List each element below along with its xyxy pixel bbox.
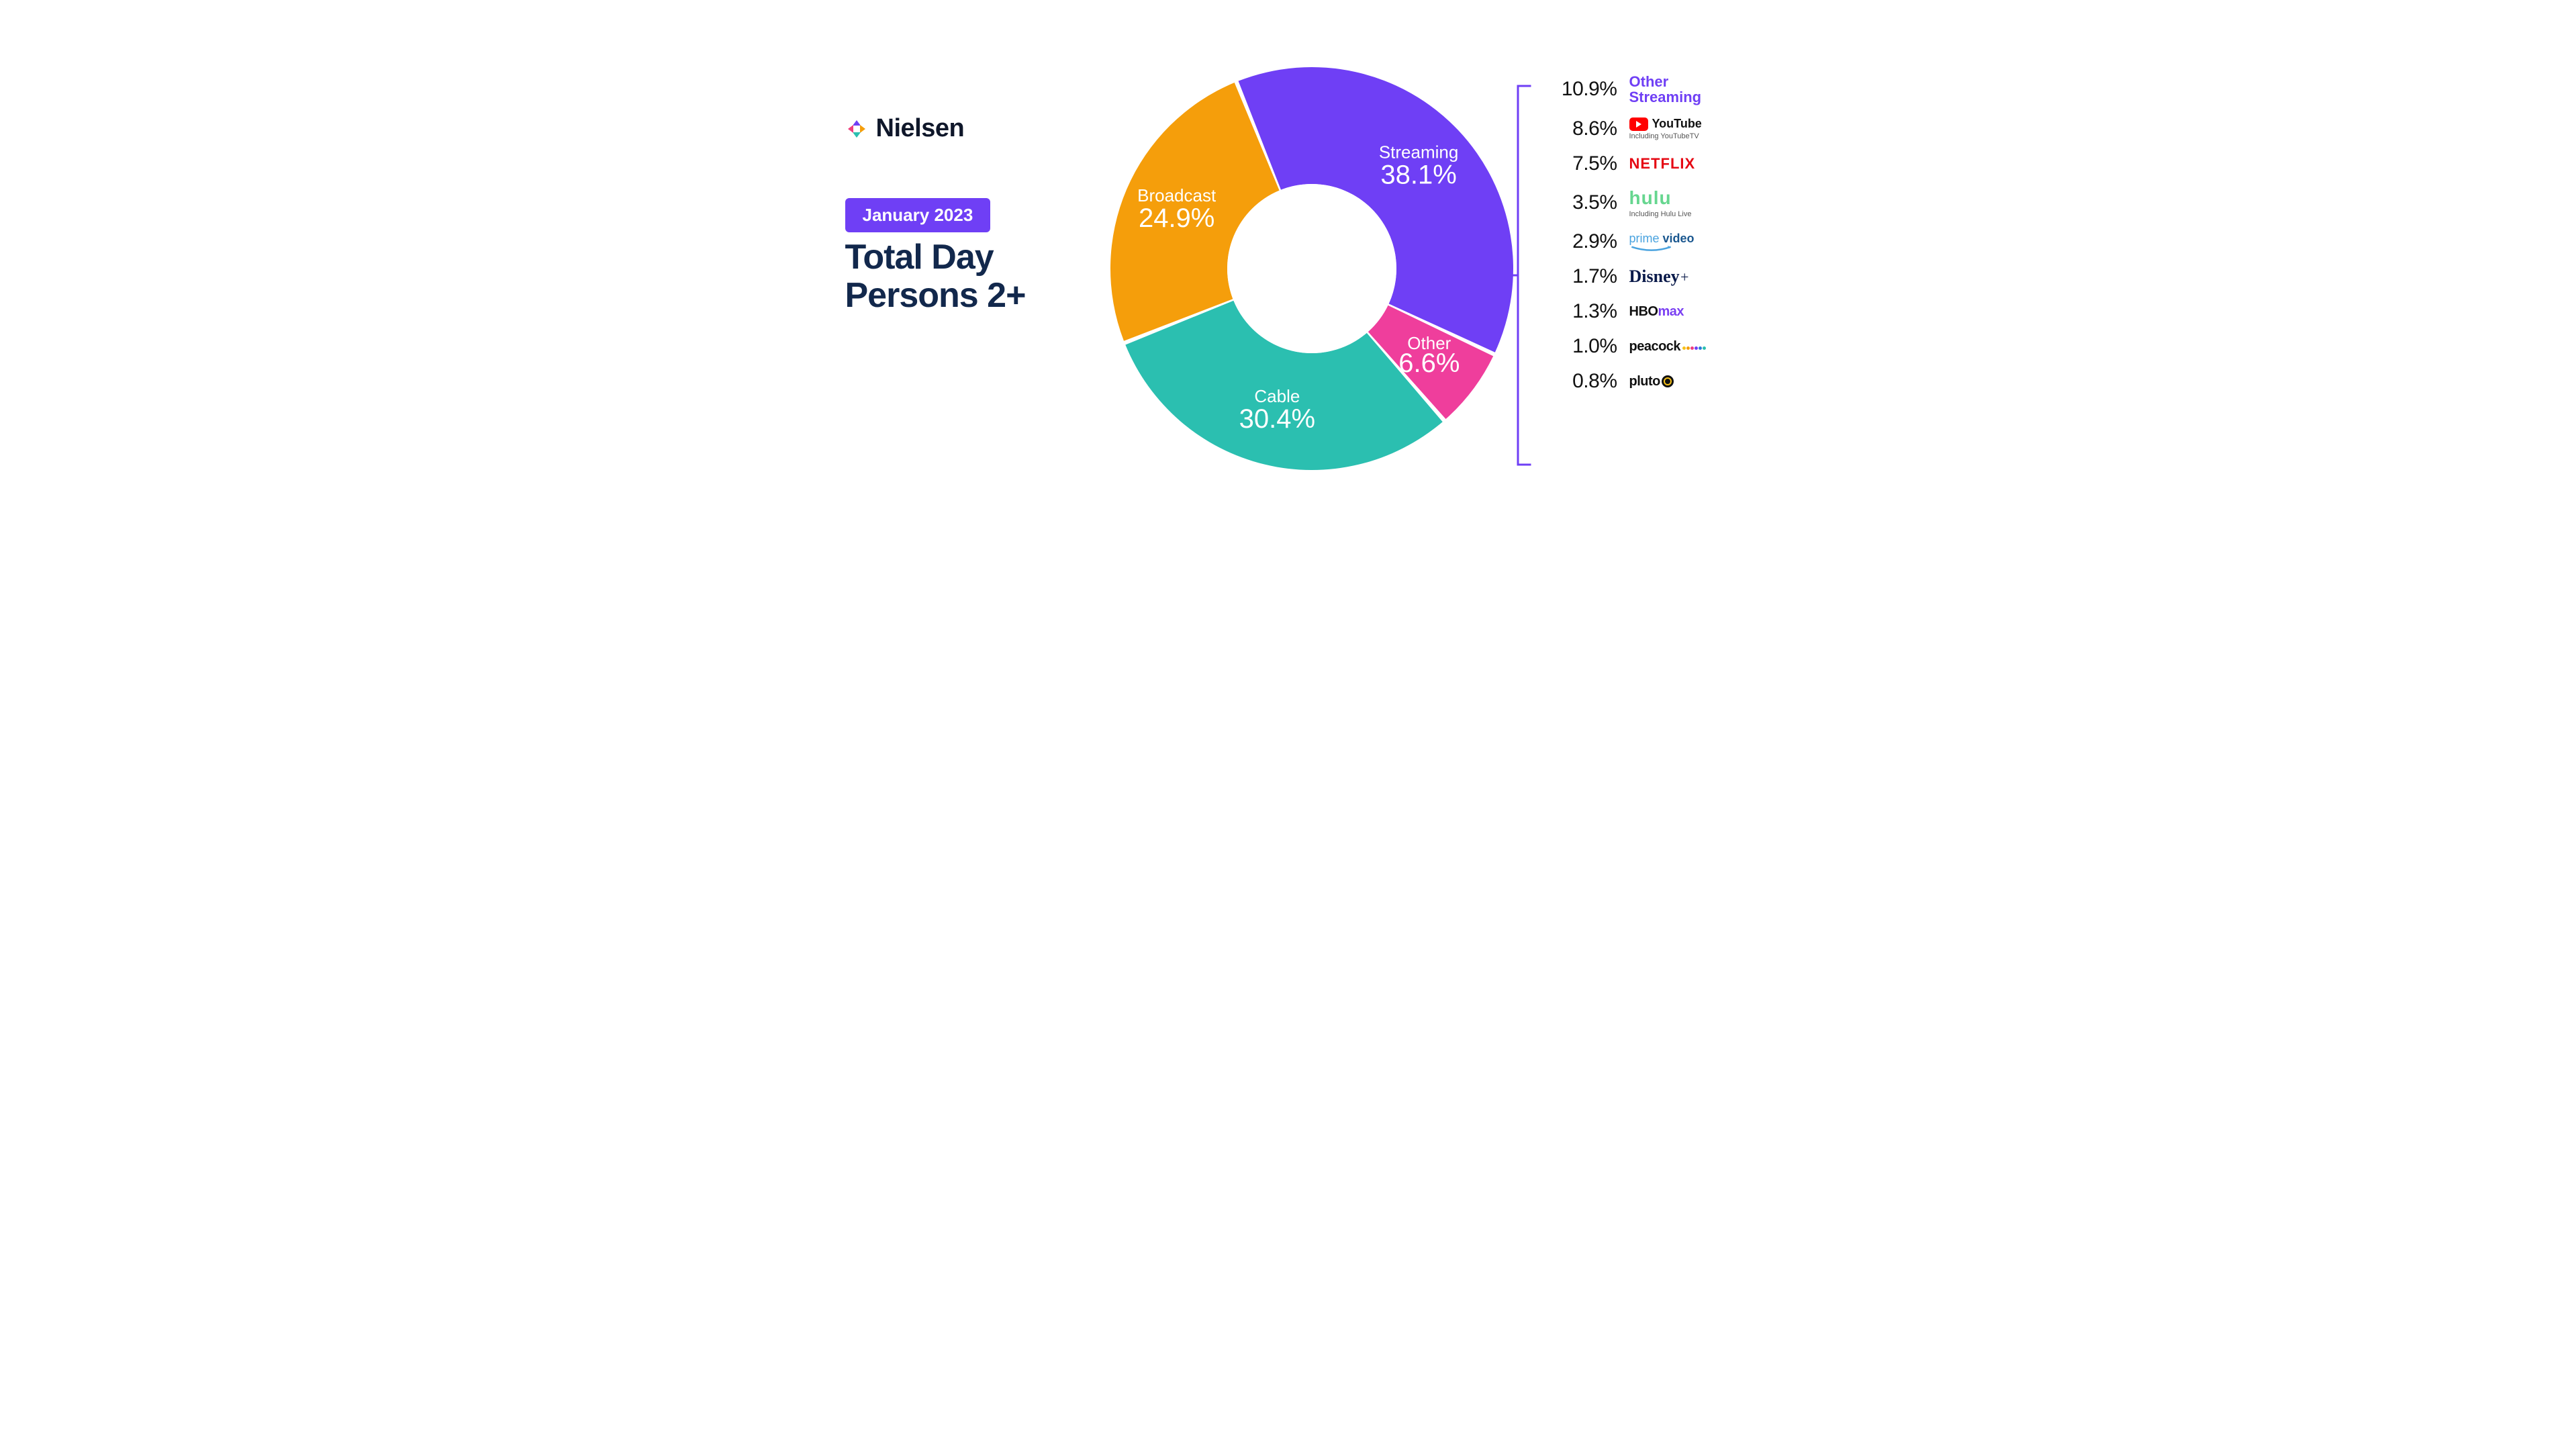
breakdown-sublabel: Including Hulu Live xyxy=(1629,210,1765,218)
breakdown-label-youtube: YouTubeIncluding YouTubeTV xyxy=(1629,117,1765,140)
title-line-1: Total Day xyxy=(845,238,1026,277)
peacock-dots-icon xyxy=(1682,339,1706,354)
breakdown-row-netflix: 7.5%NETFLIX xyxy=(1537,152,1765,175)
breakdown-label-prime: prime video xyxy=(1629,232,1765,252)
donut-label-streaming: Streaming38.1% xyxy=(1378,142,1458,189)
chart-title: Total Day Persons 2+ xyxy=(845,238,1026,315)
breakdown-label-hulu: huluIncluding Hulu Live xyxy=(1629,187,1765,218)
breakdown-row-hulu: 3.5%huluIncluding Hulu Live xyxy=(1537,187,1765,218)
brand-name: Nielsen xyxy=(876,114,965,143)
breakdown-row-other: 10.9%OtherStreaming xyxy=(1537,74,1765,105)
breakdown-pct: 1.3% xyxy=(1537,300,1629,323)
youtube-icon xyxy=(1629,118,1648,131)
service-logo-prime: prime video xyxy=(1629,232,1765,252)
breakdown-label-hbomax: HBOmax xyxy=(1629,304,1765,320)
service-logo-youtube: YouTube xyxy=(1629,117,1765,131)
breakdown-row-peacock: 1.0%peacock xyxy=(1537,335,1765,358)
streaming-bracket xyxy=(1510,81,1537,470)
donut-label-broadcast: Broadcast24.9% xyxy=(1137,185,1217,233)
title-line-2: Persons 2+ xyxy=(845,277,1026,315)
service-logo-disney: Disney+ xyxy=(1629,267,1765,287)
streaming-breakdown: 10.9%OtherStreaming8.6%YouTubeIncluding … xyxy=(1537,74,1765,405)
breakdown-pct: 10.9% xyxy=(1537,78,1629,101)
service-logo-hulu: hulu xyxy=(1629,187,1765,209)
donut-label-other: Other6.6% xyxy=(1398,333,1460,378)
service-logo-peacock: peacock xyxy=(1629,339,1765,355)
nielsen-logo-icon xyxy=(845,118,868,140)
breakdown-pct: 1.7% xyxy=(1537,265,1629,288)
prime-swoosh-icon xyxy=(1629,246,1674,252)
breakdown-row-pluto: 0.8%pluto xyxy=(1537,370,1765,393)
service-logo-hbomax: HBOmax xyxy=(1629,304,1765,320)
breakdown-label-peacock: peacock xyxy=(1629,339,1765,355)
breakdown-sublabel: Including YouTubeTV xyxy=(1629,132,1765,140)
breakdown-pct: 7.5% xyxy=(1537,152,1629,175)
breakdown-row-youtube: 8.6%YouTubeIncluding YouTubeTV xyxy=(1537,117,1765,140)
breakdown-label-disney: Disney+ xyxy=(1629,267,1765,287)
service-logo-other: OtherStreaming xyxy=(1629,74,1765,105)
breakdown-label-pluto: pluto xyxy=(1629,374,1765,389)
brand-block: Nielsen xyxy=(845,114,965,143)
breakdown-pct: 8.6% xyxy=(1537,118,1629,140)
service-logo-pluto: pluto xyxy=(1629,374,1765,389)
breakdown-pct: 1.0% xyxy=(1537,335,1629,358)
date-badge: January 2023 xyxy=(845,198,991,232)
pluto-orb-icon xyxy=(1662,375,1674,387)
breakdown-pct: 2.9% xyxy=(1537,230,1629,253)
breakdown-row-prime: 2.9%prime video xyxy=(1537,230,1765,253)
donut-chart: Streaming38.1%Other6.6%Cable30.4%Broadca… xyxy=(1097,54,1527,483)
service-logo-netflix: NETFLIX xyxy=(1629,155,1765,173)
breakdown-row-disney: 1.7%Disney+ xyxy=(1537,265,1765,288)
breakdown-row-hbomax: 1.3%HBOmax xyxy=(1537,300,1765,323)
breakdown-pct: 0.8% xyxy=(1537,370,1629,393)
breakdown-pct: 3.5% xyxy=(1537,191,1629,214)
breakdown-label-other: OtherStreaming xyxy=(1629,74,1765,105)
breakdown-label-netflix: NETFLIX xyxy=(1629,155,1765,173)
